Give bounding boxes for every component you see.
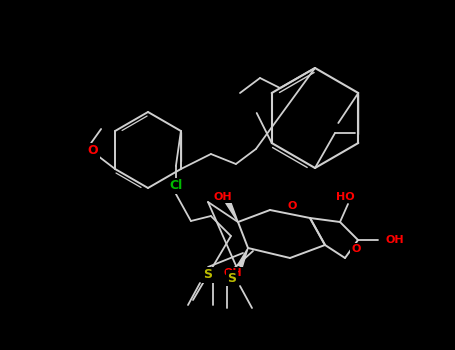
Polygon shape bbox=[226, 201, 238, 222]
Text: HO: HO bbox=[336, 192, 355, 202]
Text: O: O bbox=[352, 244, 361, 254]
Text: OH: OH bbox=[224, 268, 243, 278]
Text: S: S bbox=[203, 268, 212, 281]
Text: O: O bbox=[287, 201, 297, 211]
Text: O: O bbox=[88, 145, 98, 158]
Text: Cl: Cl bbox=[169, 180, 182, 193]
Text: S: S bbox=[228, 272, 237, 285]
Text: OH: OH bbox=[214, 192, 233, 202]
Text: OH: OH bbox=[386, 235, 404, 245]
Polygon shape bbox=[238, 248, 248, 267]
